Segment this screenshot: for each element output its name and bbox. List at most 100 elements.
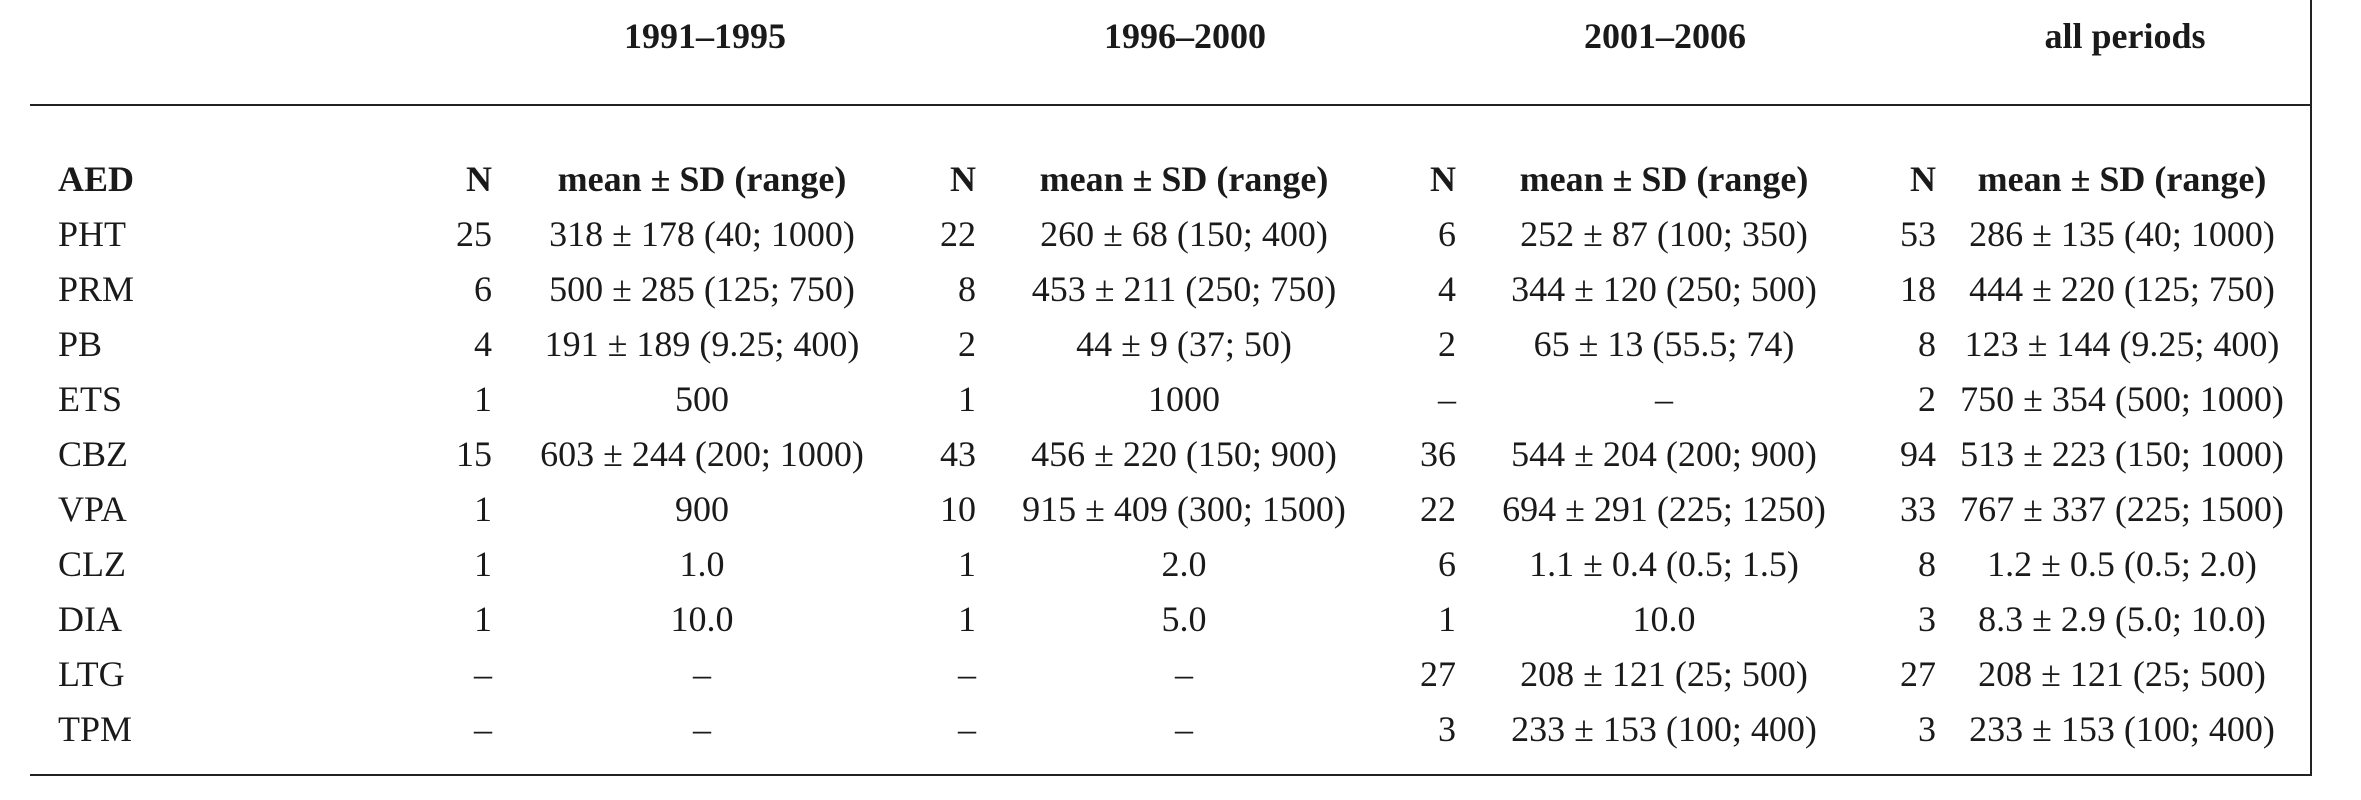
- table-row: CLZ 1 1.0 1 2.0 6 1.1 ± 0.4 (0.5; 1.5) 8 1.2 ± 0…: [58, 537, 2308, 592]
- aed-name-cell: ETS: [58, 379, 123, 419]
- n-cell: 6: [1438, 544, 1456, 584]
- n-cell: –: [1438, 379, 1456, 419]
- n-column-header: N: [1910, 159, 1936, 199]
- n-cell: 8: [1918, 324, 1936, 364]
- mean-sd-range-cell: –: [1175, 709, 1193, 749]
- n-cell: 94: [1900, 434, 1936, 474]
- column-header-row: AED N mean ± SD (range) N mean ± SD (ran…: [58, 152, 2308, 207]
- mean-sd-range-cell: 456 ± 220 (150; 900): [1031, 434, 1337, 474]
- mean-sd-range-cell: 286 ± 135 (40; 1000): [1969, 214, 2275, 254]
- period-header-1991-1995: 1991–1995: [624, 16, 786, 56]
- n-cell: 1: [958, 599, 976, 639]
- mean-sd-range-cell: 694 ± 291 (225; 1250): [1502, 489, 1826, 529]
- mean-sd-range-cell: 8.3 ± 2.9 (5.0; 10.0): [1978, 599, 2266, 639]
- mean-sd-range-cell: 208 ± 121 (25; 500): [1978, 654, 2266, 694]
- mean-sd-range-cell: 453 ± 211 (250; 750): [1031, 269, 1337, 309]
- aed-name-cell: PB: [58, 324, 103, 364]
- n-column-header: N: [466, 159, 492, 199]
- aed-name-cell: PRM: [58, 269, 135, 309]
- mean-sd-range-cell: 65 ± 13 (55.5; 74): [1533, 324, 1795, 364]
- mean-sd-range-cell: 1.0: [679, 544, 725, 584]
- mean-sd-range-cell: 500: [675, 379, 729, 419]
- table-row: PRM 6 500 ± 285 (125; 750) 8 453 ± 211 (250;…: [58, 262, 2308, 317]
- aed-name-cell: PHT: [58, 214, 127, 254]
- n-cell: 3: [1918, 599, 1936, 639]
- n-cell: 3: [1438, 709, 1456, 749]
- mean-sd-range-cell: –: [693, 654, 711, 694]
- mean-sd-range-cell: 513 ± 223 (150; 1000): [1960, 434, 2284, 474]
- table-row: DIA 1 10.0 1 5.0 1 10.0 3 8.3 ± 2.9 (5.0; 10.0): [58, 592, 2308, 647]
- mean-sd-range-cell: 10.0: [1632, 599, 1696, 639]
- n-cell: 2: [1438, 324, 1456, 364]
- table-row: CBZ 15 603 ± 244 (200; 1000) 43 456 ± 220 (1…: [58, 427, 2308, 482]
- mean-column-header: mean ± SD (range): [1039, 159, 1329, 199]
- mean-sd-range-cell: 915 ± 409 (300; 1500): [1022, 489, 1346, 529]
- mean-sd-range-cell: 2.0: [1161, 544, 1207, 584]
- n-cell: 33: [1900, 489, 1936, 529]
- mean-column-header: mean ± SD (range): [1519, 159, 1809, 199]
- table-body: PHT 25 318 ± 178 (40; 1000) 22 260 ± 68 (150…: [58, 207, 2308, 757]
- n-cell: 22: [1420, 489, 1456, 529]
- period-header-2001-2006: 2001–2006: [1584, 16, 1746, 56]
- mean-sd-range-cell: 318 ± 178 (40; 1000): [549, 214, 855, 254]
- n-cell: 27: [1420, 654, 1456, 694]
- n-cell: 1: [958, 379, 976, 419]
- mean-sd-range-cell: 1.2 ± 0.5 (0.5; 2.0): [1987, 544, 2257, 584]
- n-cell: –: [958, 709, 976, 749]
- mean-sd-range-cell: 233 ± 153 (100; 400): [1511, 709, 1817, 749]
- n-cell: 1: [474, 544, 492, 584]
- n-cell: –: [474, 709, 492, 749]
- mean-sd-range-cell: 444 ± 220 (125; 750): [1969, 269, 2275, 309]
- mean-sd-range-cell: 1.1 ± 0.4 (0.5; 1.5): [1529, 544, 1799, 584]
- header-rule: [30, 104, 2312, 106]
- n-cell: 25: [456, 214, 492, 254]
- n-cell: 1: [474, 379, 492, 419]
- n-cell: 8: [958, 269, 976, 309]
- table-row: TPM – – – – 3 233 ± 153 (100; 400) 3 233 ± 153 (…: [58, 702, 2308, 757]
- n-cell: 2: [958, 324, 976, 364]
- mean-sd-range-cell: 603 ± 244 (200; 1000): [540, 434, 864, 474]
- table-row: VPA 1 900 10 915 ± 409 (300; 1500) 22 694 ± 29…: [58, 482, 2308, 537]
- n-cell: 22: [940, 214, 976, 254]
- mean-sd-range-cell: 191 ± 189 (9.25; 400): [544, 324, 860, 364]
- n-column-header: N: [1430, 159, 1456, 199]
- aed-name-cell: LTG: [58, 654, 125, 694]
- table-frame: [30, 0, 2312, 776]
- aed-name-cell: TPM: [58, 709, 133, 749]
- mean-sd-range-cell: 544 ± 204 (200; 900): [1511, 434, 1817, 474]
- aed-column-header: AED: [58, 159, 135, 199]
- n-cell: 6: [1438, 214, 1456, 254]
- mean-sd-range-cell: 44 ± 9 (37; 50): [1076, 324, 1292, 364]
- n-cell: 3: [1918, 709, 1936, 749]
- mean-sd-range-cell: 252 ± 87 (100; 350): [1520, 214, 1808, 254]
- mean-sd-range-cell: 1000: [1148, 379, 1220, 419]
- mean-column-header: mean ± SD (range): [1977, 159, 2267, 199]
- mean-sd-range-cell: 10.0: [670, 599, 734, 639]
- mean-sd-range-cell: 260 ± 68 (150; 400): [1040, 214, 1328, 254]
- n-cell: 53: [1900, 214, 1936, 254]
- aed-dosage-table: AED N mean ± SD (range) N mean ± SD (ran…: [58, 152, 2308, 757]
- n-cell: 1: [958, 544, 976, 584]
- mean-sd-range-cell: 900: [675, 489, 729, 529]
- n-column-header: N: [950, 159, 976, 199]
- mean-sd-range-cell: –: [1655, 379, 1673, 419]
- n-cell: 18: [1900, 269, 1936, 309]
- mean-sd-range-cell: 750 ± 354 (500; 1000): [1960, 379, 2284, 419]
- n-cell: 6: [474, 269, 492, 309]
- mean-sd-range-cell: 500 ± 285 (125; 750): [549, 269, 855, 309]
- n-cell: 43: [940, 434, 976, 474]
- mean-sd-range-cell: 344 ± 120 (250; 500): [1511, 269, 1817, 309]
- n-cell: 1: [474, 489, 492, 529]
- mean-sd-range-cell: 767 ± 337 (225; 1500): [1960, 489, 2284, 529]
- n-cell: 15: [456, 434, 492, 474]
- period-header-all-periods: all periods: [2044, 16, 2206, 56]
- mean-sd-range-cell: –: [1175, 654, 1193, 694]
- n-cell: –: [474, 654, 492, 694]
- n-cell: 10: [940, 489, 976, 529]
- table-row: PHT 25 318 ± 178 (40; 1000) 22 260 ± 68 (150…: [58, 207, 2308, 262]
- n-cell: 27: [1900, 654, 1936, 694]
- mean-column-header: mean ± SD (range): [557, 159, 847, 199]
- table-row: PB 4 191 ± 189 (9.25; 400) 2 44 ± 9 (37; 50)…: [58, 317, 2308, 372]
- aed-name-cell: CBZ: [58, 434, 129, 474]
- mean-sd-range-cell: 208 ± 121 (25; 500): [1520, 654, 1808, 694]
